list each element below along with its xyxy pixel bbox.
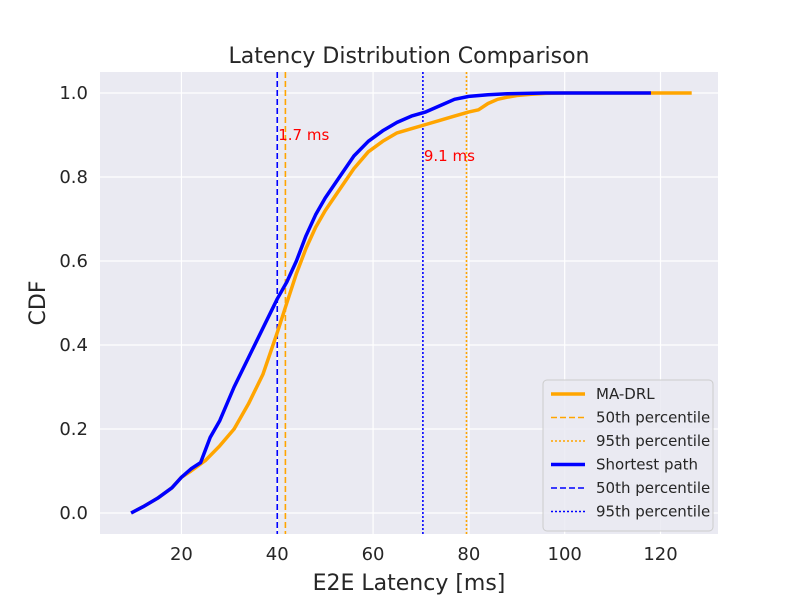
latency-gap-annotation: 1.7 ms xyxy=(278,126,329,144)
legend-label: 50th percentile xyxy=(596,479,710,497)
series-lines xyxy=(130,91,692,515)
y-tick-label: 0.4 xyxy=(59,335,88,356)
legend-box xyxy=(542,379,714,532)
x-axis-label: E2E Latency [ms] xyxy=(313,571,506,596)
chart-title: Latency Distribution Comparison xyxy=(228,44,589,69)
legend-label: 50th percentile xyxy=(596,409,710,427)
x-tick-label: 60 xyxy=(362,544,385,565)
latency-gap-annotation: 9.1 ms xyxy=(424,147,475,165)
y-tick-label: 0.2 xyxy=(59,419,88,440)
series-line xyxy=(130,91,651,515)
legend-label: Shortest path xyxy=(596,456,698,474)
x-tick-label: 80 xyxy=(457,544,480,565)
y-tick-label: 0.8 xyxy=(59,167,88,188)
tick-labels: 20 40 60 80 100 120 0.0 0.2 0.4 0.6 0.8 1.0 xyxy=(59,83,677,565)
x-tick-label: 20 xyxy=(170,544,193,565)
y-tick-label: 1.0 xyxy=(59,83,88,104)
legend-label: 95th percentile xyxy=(596,432,710,450)
legend-label: 95th percentile xyxy=(596,503,710,521)
x-tick-label: 40 xyxy=(266,544,289,565)
annotations: 1.7 ms 9.1 ms xyxy=(278,126,475,165)
x-tick-label: 120 xyxy=(643,544,677,565)
y-tick-label: 0.0 xyxy=(59,503,88,524)
legend: MA-DRL 50th percentile 95th percentile Shor… xyxy=(542,379,714,532)
legend-label: MA-DRL xyxy=(596,385,655,403)
x-tick-label: 100 xyxy=(548,544,582,565)
y-tick-label: 0.6 xyxy=(59,251,88,272)
y-axis-label: CDF xyxy=(26,281,51,326)
